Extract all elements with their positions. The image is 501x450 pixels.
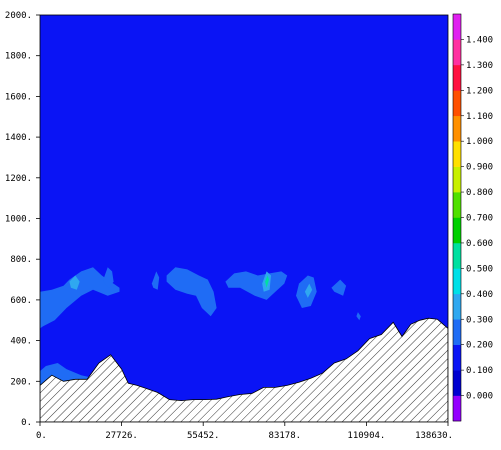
y-tick-label: 1600.: [5, 92, 32, 102]
y-axis: 0. 200. 400. 600. 800. 1000. 1200. 1400. 1600. 18…: [5, 11, 40, 428]
colorbar-label: 0.700: [466, 214, 493, 224]
colorbar-label: 1.400: [466, 35, 493, 45]
colorbar-swatch: [453, 293, 461, 320]
colorbar-swatch: [453, 268, 461, 295]
x-tick-label: 27726.: [105, 431, 138, 441]
colorbar-swatch: [453, 115, 461, 142]
y-tick-label: 2000.: [5, 11, 32, 21]
x-tick-label: 55452.: [187, 431, 220, 441]
colorbar-swatch: [453, 90, 461, 117]
y-tick-label: 600.: [10, 296, 32, 306]
contour-region-7: [331, 279, 347, 296]
y-tick-label: 400.: [10, 337, 32, 347]
y-tick-label: 1000.: [5, 215, 32, 225]
colorbar-label: 0.400: [466, 290, 493, 300]
colorbar-label: 0.300: [466, 315, 493, 325]
contour-region-2: [103, 267, 114, 288]
x-axis: 0. 27726. 55452. 83178. 110904. 138630.: [36, 422, 453, 441]
contour-region-8: [356, 312, 361, 321]
y-tick-label: 1200.: [5, 174, 32, 184]
terrain-outline: [40, 317, 448, 422]
contour-region-1: [40, 267, 120, 329]
colorbar-label: 0.500: [466, 264, 493, 274]
contour-region-3: [151, 271, 160, 290]
colorbar-swatch: [453, 395, 461, 422]
colorbar-label: 0.900: [466, 163, 493, 173]
x-tick-label: 83178.: [269, 431, 302, 441]
y-tick-label: 0.: [21, 418, 32, 428]
y-tick-label: 1400.: [5, 133, 32, 143]
contour-region-12: [265, 275, 269, 288]
x-tick-label: 0.: [36, 431, 47, 441]
colorbar-label: 0.000: [466, 392, 493, 402]
colorbar-label: 0.600: [466, 239, 493, 249]
colorbar-swatch: [453, 192, 461, 218]
colorbar-swatch: [453, 39, 461, 66]
contour-region-5: [225, 271, 288, 300]
colorbar-label: 0.800: [466, 188, 493, 198]
colorbar-label: 1.300: [466, 61, 493, 71]
colorbar-swatch: [453, 217, 461, 244]
colorbar-label: 1.100: [466, 112, 493, 122]
colorbar-label: 0.200: [466, 341, 493, 351]
colorbar: 0.000 0.100 0.200 0.300 0.400 0.500 0.600 0.700…: [452, 13, 493, 422]
y-tick-label: 200.: [10, 377, 32, 387]
colorbar-swatch: [453, 166, 461, 193]
contour-region-11: [304, 283, 313, 298]
terrain-layer: [40, 317, 448, 422]
contour-region-4: [166, 267, 217, 317]
colorbar-label: 0.100: [466, 366, 493, 376]
colorbar-swatch: [453, 344, 461, 371]
colorbar-swatch: [453, 319, 461, 345]
y-tick-label: 800.: [10, 255, 32, 265]
y-tick-label: 1800.: [5, 52, 32, 62]
colorbar-swatch: [453, 14, 461, 40]
colorbar-label: 1.000: [466, 137, 493, 147]
colorbar-label: 1.200: [466, 86, 493, 96]
x-tick-label: 138630.: [415, 431, 453, 441]
colorbar-swatch: [453, 242, 461, 269]
contour-layer: [40, 267, 361, 386]
contour-region-9: [69, 275, 80, 290]
colorbar-swatch: [453, 141, 461, 167]
colorbar-swatch: [453, 64, 461, 91]
x-tick-label: 110904.: [347, 431, 385, 441]
colorbar-swatch: [453, 370, 461, 396]
